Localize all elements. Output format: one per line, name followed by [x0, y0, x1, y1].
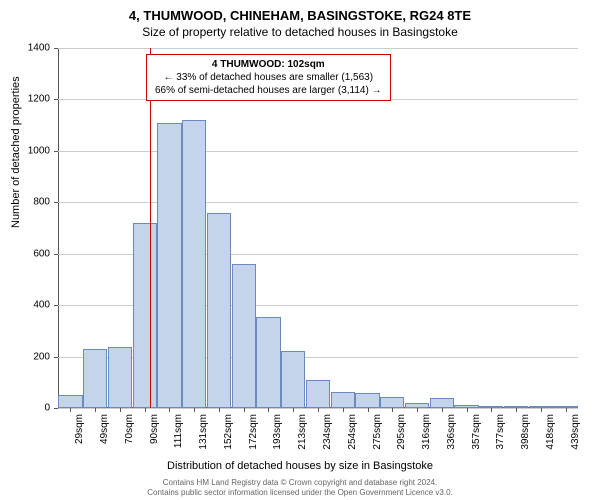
bar [83, 349, 107, 408]
xtick-mark [70, 408, 71, 412]
ytick-mark [54, 357, 58, 358]
callout-line1: 4 THUMWOOD: 102sqm [155, 58, 382, 71]
xtick-label: 49sqm [99, 414, 110, 444]
xtick-mark [293, 408, 294, 412]
ytick-label: 800 [10, 197, 50, 208]
bar [108, 347, 132, 408]
ytick-label: 600 [10, 248, 50, 259]
bar [331, 392, 355, 408]
callout-line3: 66% of semi-detached houses are larger (… [155, 84, 382, 97]
xtick-label: 111sqm [173, 414, 184, 448]
xtick-label: 70sqm [124, 414, 135, 444]
xtick-label: 398sqm [520, 414, 531, 450]
bar [430, 398, 454, 408]
xtick-label: 193sqm [272, 414, 283, 450]
xtick-label: 172sqm [248, 414, 259, 450]
xtick-mark [145, 408, 146, 412]
ytick-mark [54, 254, 58, 255]
ytick-label: 400 [10, 300, 50, 311]
gridline [58, 151, 578, 152]
xtick-mark [392, 408, 393, 412]
xtick-label: 357sqm [471, 414, 482, 450]
callout-box: 4 THUMWOOD: 102sqm← 33% of detached hous… [146, 54, 391, 101]
xtick-label: 213sqm [297, 414, 308, 450]
xtick-mark [516, 408, 517, 412]
xtick-mark [268, 408, 269, 412]
xtick-label: 316sqm [421, 414, 432, 450]
bar [355, 393, 379, 408]
bar [182, 120, 206, 408]
bar [58, 395, 82, 408]
xtick-label: 152sqm [223, 414, 234, 450]
bar [380, 397, 404, 408]
chart-container: 4, THUMWOOD, CHINEHAM, BASINGSTOKE, RG24… [0, 0, 600, 500]
bar [306, 380, 330, 408]
ytick-label: 1400 [10, 43, 50, 54]
xtick-mark [368, 408, 369, 412]
xtick-mark [244, 408, 245, 412]
xtick-mark [120, 408, 121, 412]
ytick-mark [54, 305, 58, 306]
ytick-mark [54, 99, 58, 100]
ytick-mark [54, 151, 58, 152]
bar [157, 123, 181, 408]
xtick-label: 275sqm [372, 414, 383, 450]
xtick-mark [219, 408, 220, 412]
plot-area: 020040060080010001200140029sqm49sqm70sqm… [58, 48, 578, 408]
ytick-mark [54, 202, 58, 203]
footer-line2: Contains public sector information licen… [0, 488, 600, 498]
xtick-mark [417, 408, 418, 412]
xtick-mark [541, 408, 542, 412]
xtick-mark [343, 408, 344, 412]
ytick-label: 1200 [10, 94, 50, 105]
bar [207, 213, 231, 408]
xtick-label: 131sqm [198, 414, 209, 450]
footer-attribution: Contains HM Land Registry data © Crown c… [0, 478, 600, 497]
xtick-mark [442, 408, 443, 412]
chart-subtitle: Size of property relative to detached ho… [0, 23, 600, 39]
footer-line1: Contains HM Land Registry data © Crown c… [0, 478, 600, 488]
xtick-label: 90sqm [149, 414, 160, 444]
x-axis-label: Distribution of detached houses by size … [0, 460, 600, 472]
xtick-mark [95, 408, 96, 412]
ytick-mark [54, 48, 58, 49]
bar [133, 223, 157, 408]
y-axis-line [58, 48, 59, 408]
chart-title-address: 4, THUMWOOD, CHINEHAM, BASINGSTOKE, RG24… [0, 0, 600, 23]
ytick-mark [54, 408, 58, 409]
xtick-mark [491, 408, 492, 412]
xtick-mark [318, 408, 319, 412]
xtick-label: 234sqm [322, 414, 333, 450]
bar [281, 351, 305, 408]
xtick-mark [169, 408, 170, 412]
gridline [58, 202, 578, 203]
bar [256, 317, 280, 408]
xtick-mark [467, 408, 468, 412]
ytick-label: 1000 [10, 145, 50, 156]
xtick-mark [566, 408, 567, 412]
ytick-label: 0 [10, 403, 50, 414]
gridline [58, 48, 578, 49]
bar [232, 264, 256, 408]
xtick-label: 418sqm [545, 414, 556, 450]
xtick-label: 336sqm [446, 414, 457, 450]
xtick-label: 295sqm [396, 414, 407, 450]
xtick-label: 439sqm [570, 414, 581, 450]
callout-line2: ← 33% of detached houses are smaller (1,… [155, 71, 382, 84]
ytick-label: 200 [10, 351, 50, 362]
xtick-mark [194, 408, 195, 412]
xtick-label: 254sqm [347, 414, 358, 450]
xtick-label: 377sqm [495, 414, 506, 450]
xtick-label: 29sqm [74, 414, 85, 444]
marker-line [150, 48, 151, 408]
